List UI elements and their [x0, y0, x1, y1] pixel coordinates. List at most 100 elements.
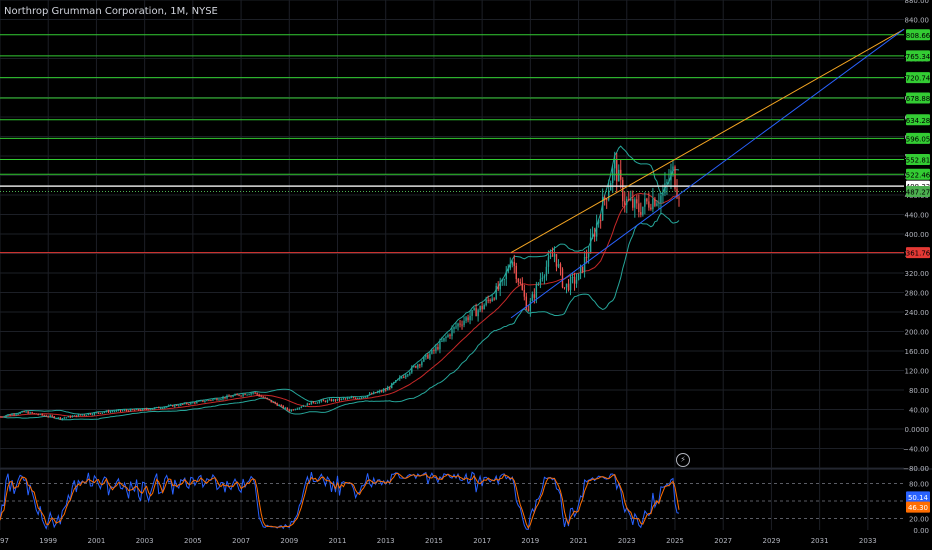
- candle-body: [676, 189, 678, 198]
- candle-body: [288, 409, 290, 412]
- candle-body: [561, 268, 564, 288]
- candle-body: [535, 284, 538, 298]
- candle-body: [622, 179, 624, 202]
- candle-body: [7, 414, 9, 416]
- candle-body: [3, 416, 5, 418]
- candle-body: [65, 417, 67, 419]
- candle-body: [330, 399, 333, 402]
- candle-body: [160, 408, 162, 410]
- candle-body: [411, 366, 413, 373]
- candle-body: [569, 277, 572, 291]
- x-tick-label: 2021: [570, 537, 588, 545]
- candle-body: [612, 168, 614, 184]
- candle-body: [658, 202, 660, 204]
- candle-body: [232, 395, 234, 397]
- candle-body: [475, 308, 477, 317]
- candle-body: [176, 404, 178, 406]
- candle-body: [650, 207, 652, 210]
- candle-body: [137, 408, 140, 411]
- candle-body: [674, 166, 676, 190]
- trendline-upper: [510, 28, 905, 253]
- candle-body: [27, 411, 29, 414]
- candle-body: [336, 398, 339, 401]
- candle-body: [374, 392, 377, 394]
- candle-body: [501, 279, 503, 281]
- candle-body: [135, 408, 138, 410]
- candle-body: [194, 402, 196, 404]
- candle-body: [143, 408, 146, 410]
- lightning-icon[interactable]: ⚡: [676, 453, 690, 467]
- candle-body: [415, 365, 417, 368]
- candle-body: [220, 399, 222, 401]
- x-tick-label: 1999: [39, 537, 57, 545]
- candle-body: [314, 402, 317, 404]
- candle-body: [244, 394, 246, 396]
- candle-body: [258, 394, 260, 397]
- candle-body: [372, 392, 375, 394]
- price-label: 765.34: [906, 53, 931, 61]
- candle-body: [139, 410, 142, 412]
- candle-body: [264, 397, 266, 399]
- candle-body: [433, 349, 435, 351]
- candle-body: [166, 406, 168, 408]
- candle-body: [640, 212, 642, 215]
- candle-body: [668, 180, 670, 182]
- candle-body: [196, 401, 198, 404]
- candle-body: [587, 253, 590, 258]
- candle-body: [262, 396, 264, 398]
- candle-body: [571, 276, 574, 278]
- candle-body: [481, 305, 483, 310]
- bollinger-basis: [0, 192, 680, 418]
- candle-body: [585, 256, 588, 258]
- candle-body: [204, 401, 206, 403]
- candle-body: [248, 394, 250, 396]
- candle-body: [453, 327, 455, 330]
- candle-body: [278, 405, 280, 407]
- stoch-d-line: [0, 472, 680, 529]
- candle-body: [252, 392, 254, 394]
- candle-body: [541, 277, 544, 280]
- candle-body: [79, 414, 82, 416]
- candle-body: [123, 410, 126, 412]
- candle-body: [188, 404, 190, 406]
- candle-body: [85, 414, 88, 416]
- candle-body: [634, 199, 636, 208]
- candle-body: [308, 403, 311, 405]
- osc-y-tick-label: 80.00: [909, 481, 929, 489]
- candle-body: [328, 399, 331, 401]
- candle-body: [557, 264, 560, 267]
- candle-body: [153, 407, 156, 409]
- candle-body: [391, 383, 393, 389]
- candle-body: [83, 414, 86, 416]
- candle-body: [121, 410, 124, 412]
- candle-body: [316, 402, 319, 404]
- candle-body: [555, 254, 558, 267]
- price-label: 552.81: [906, 157, 931, 165]
- candle-body: [531, 294, 534, 301]
- candle-body: [338, 398, 341, 400]
- price-label: 808.66: [906, 32, 931, 40]
- candle-body: [632, 199, 634, 208]
- y-tick-label: 400.00: [905, 231, 930, 239]
- candle-body: [162, 408, 164, 410]
- candle-body: [393, 382, 395, 384]
- candle-body: [664, 183, 666, 194]
- candle-body: [356, 397, 359, 399]
- candle-body: [644, 198, 646, 207]
- candle-body: [294, 409, 297, 411]
- candle-body: [5, 415, 7, 417]
- y-tick-label: −40.00: [903, 446, 929, 454]
- price-label: 361.76: [906, 250, 931, 258]
- candle-body: [284, 407, 286, 409]
- candle-body: [0, 416, 1, 418]
- candle-body: [545, 266, 548, 277]
- y-tick-label: 320.00: [905, 270, 930, 278]
- x-tick-label: 2011: [329, 537, 347, 545]
- candle-body: [471, 310, 473, 316]
- candle-body: [457, 323, 459, 327]
- candle-body: [133, 409, 136, 411]
- candle-body: [387, 387, 389, 391]
- candle-body: [366, 395, 369, 397]
- candle-body: [53, 416, 55, 419]
